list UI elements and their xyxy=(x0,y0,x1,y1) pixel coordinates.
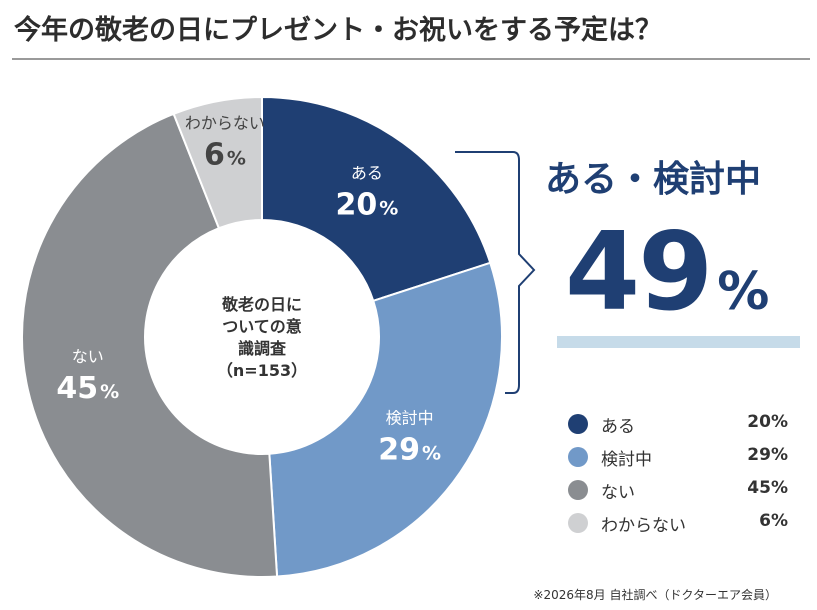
highlight-value: 49% xyxy=(565,210,805,335)
center-label-line: ついての意 xyxy=(222,317,302,336)
legend-label: わからない xyxy=(601,516,686,536)
legend-swatch xyxy=(568,513,588,533)
pie-slice xyxy=(268,261,503,578)
pie-slice xyxy=(261,95,492,303)
legend-label: ある xyxy=(601,417,635,437)
title-divider xyxy=(12,58,810,60)
highlight-underline-bar xyxy=(557,336,800,348)
center-label-line: 敬老の日に xyxy=(221,295,302,314)
legend-value: 29% xyxy=(747,445,788,465)
legend-item: わからない 6% xyxy=(568,507,788,540)
legend-item: ある 20% xyxy=(568,408,788,441)
legend-value: 20% xyxy=(747,412,788,432)
legend-swatch xyxy=(568,447,588,467)
legend-item: ない 45% xyxy=(568,474,788,507)
highlight-unit: % xyxy=(717,262,770,322)
legend-value: 45% xyxy=(747,478,788,498)
highlight-bracket xyxy=(455,151,536,394)
chart-title: 今年の敬老の日にプレゼント・お祝いをする予定は？ xyxy=(14,15,662,46)
slice-label: ある xyxy=(351,164,383,183)
legend-label: ない xyxy=(601,483,635,503)
center-label-line: （n=153） xyxy=(217,361,307,380)
slice-value-label: 20% xyxy=(336,188,399,223)
slice-label: 検討中 xyxy=(386,408,434,427)
legend-swatch xyxy=(568,480,588,500)
legend-label: 検討中 xyxy=(601,450,652,470)
highlight-label: ある・検討中 xyxy=(545,159,762,200)
slice-label: ない xyxy=(72,347,104,366)
center-label-line: 識調査 xyxy=(238,339,286,358)
legend-item: 検討中 29% xyxy=(568,441,788,474)
highlight-number: 49 xyxy=(565,210,713,335)
source-footnote: ※2026年8月 自社調べ（ドクターエア会員） xyxy=(533,588,777,602)
chart-legend: ある 20% 検討中 29% ない 45% わからない 6% xyxy=(568,408,788,540)
legend-value: 6% xyxy=(759,511,788,531)
pie-slice xyxy=(21,112,279,578)
legend-swatch xyxy=(568,414,588,434)
slice-value-label: 29% xyxy=(378,432,441,467)
slice-value-label: 45% xyxy=(56,371,119,406)
slice-label: わからない xyxy=(185,114,265,133)
slice-value-label: 6% xyxy=(204,138,246,173)
pie-slice xyxy=(172,95,263,230)
